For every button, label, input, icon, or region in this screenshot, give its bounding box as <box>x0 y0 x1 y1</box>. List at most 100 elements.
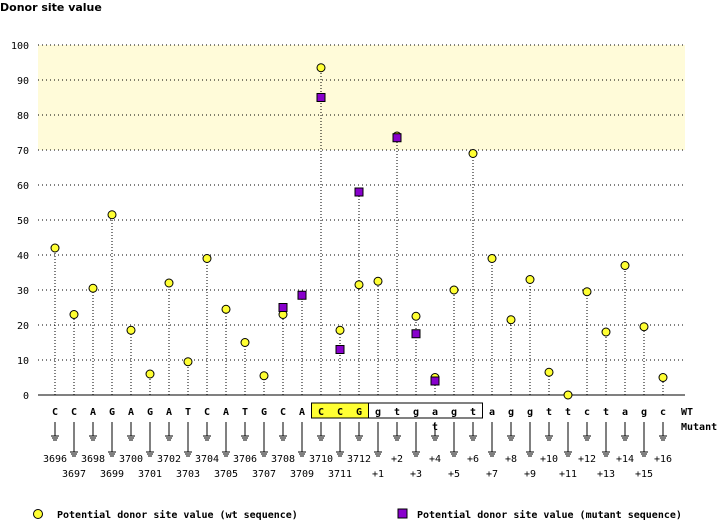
legend-wt-label: Potential donor site value (wt sequence) <box>57 509 298 520</box>
ground-symbol <box>89 422 97 441</box>
wt-marker <box>335 325 345 335</box>
mutant-marker <box>278 303 288 312</box>
ground-symbol <box>583 422 591 441</box>
intron-box <box>368 402 483 419</box>
mutant-row-label: Mutant <box>681 422 717 433</box>
ground-symbol <box>621 422 629 441</box>
ground-symbol <box>298 422 306 457</box>
ground-symbol <box>450 422 458 457</box>
base-label: t <box>394 407 400 418</box>
position-label: +5 <box>448 469 460 480</box>
ground-symbol <box>222 422 230 457</box>
ground-symbol <box>165 422 173 441</box>
base-label: g <box>375 407 381 418</box>
wt-marker <box>221 304 231 314</box>
highlight-band <box>38 45 685 150</box>
wt-marker <box>544 367 554 377</box>
position-label: 3711 <box>328 469 352 480</box>
y-tick-labels: 0 10 20 30 40 50 60 70 80 90 100 <box>11 41 29 402</box>
position-label: +13 <box>597 469 615 480</box>
position-label: +12 <box>578 454 596 465</box>
y-tick-label: 50 <box>17 216 29 227</box>
position-label: 3696 <box>43 454 67 465</box>
position-label: 3709 <box>290 469 314 480</box>
wt-marker <box>354 280 364 290</box>
base-label: a <box>432 407 438 418</box>
base-label: g <box>527 407 533 418</box>
ground-symbol <box>526 422 534 457</box>
ground-symbol <box>317 422 325 441</box>
base-label: g <box>413 407 419 418</box>
y-tick-label: 100 <box>11 41 29 52</box>
y-tick-label: 30 <box>17 286 29 297</box>
ground-symbol <box>431 422 439 441</box>
ground-symbols <box>51 422 667 457</box>
wt-marker <box>316 63 326 73</box>
base-label: t <box>603 407 609 418</box>
y-tick-label: 80 <box>17 111 29 122</box>
ground-symbol <box>260 422 268 457</box>
ground-symbol <box>203 422 211 441</box>
mutant-marker <box>354 187 364 197</box>
position-label: 3712 <box>347 454 371 465</box>
y-tick-label: 20 <box>17 321 29 332</box>
base-label: A <box>223 407 229 418</box>
base-label: g <box>641 407 647 418</box>
position-label: +15 <box>635 469 653 480</box>
stems <box>54 67 664 395</box>
base-label: A <box>166 407 172 418</box>
ground-symbol <box>374 422 382 457</box>
y-tick-label: 10 <box>17 356 29 367</box>
legend: Potential donor site value (wt sequence)… <box>33 508 682 520</box>
position-label: 3703 <box>176 469 200 480</box>
position-label: 3699 <box>100 469 124 480</box>
position-label: 3710 <box>309 454 333 465</box>
legend-wt-marker <box>33 509 43 519</box>
base-label: C <box>52 407 58 418</box>
ground-symbol <box>355 422 363 441</box>
position-label: +16 <box>654 454 672 465</box>
y-axis-label: Donor site value <box>0 1 102 14</box>
position-label: +3 <box>410 469 422 480</box>
base-label: C <box>280 407 286 418</box>
ground-symbol <box>127 422 135 441</box>
position-label: 3706 <box>233 454 257 465</box>
wt-marker <box>373 276 383 286</box>
position-label: +9 <box>524 469 536 480</box>
base-label: G <box>356 407 362 418</box>
base-label: t <box>565 407 571 418</box>
mutant-marker <box>335 345 345 354</box>
y-tick-label: 0 <box>23 391 29 402</box>
wt-marker <box>107 210 117 220</box>
base-label: A <box>90 407 96 418</box>
base-label: G <box>261 407 267 418</box>
ground-symbol <box>146 422 154 457</box>
wt-marker <box>50 243 60 253</box>
position-label: 3704 <box>195 454 219 465</box>
position-label: 3701 <box>138 469 162 480</box>
wt-marker <box>449 285 459 295</box>
base-labels: CCAGAGATCATGCACCGgtgagtaggttctagct <box>52 407 666 433</box>
base-label: t <box>546 407 552 418</box>
ground-symbol <box>659 422 667 441</box>
base-label: c <box>584 407 590 418</box>
position-label: +8 <box>505 454 517 465</box>
markers <box>50 63 668 400</box>
sequence-boxes <box>311 402 483 419</box>
ground-symbol <box>279 422 287 441</box>
base-label: C <box>71 407 77 418</box>
wt-marker <box>183 357 193 367</box>
wt-marker <box>164 278 174 288</box>
wt-marker <box>240 338 250 347</box>
position-label: +7 <box>486 469 498 480</box>
ground-symbol <box>640 422 648 457</box>
wt-marker <box>88 283 98 293</box>
base-label: t <box>470 407 476 418</box>
wt-marker <box>639 322 649 332</box>
base-label: G <box>147 407 153 418</box>
position-label: 3707 <box>252 469 276 480</box>
ground-symbol <box>545 422 553 441</box>
ground-symbol <box>393 422 401 441</box>
position-label: 3698 <box>81 454 105 465</box>
